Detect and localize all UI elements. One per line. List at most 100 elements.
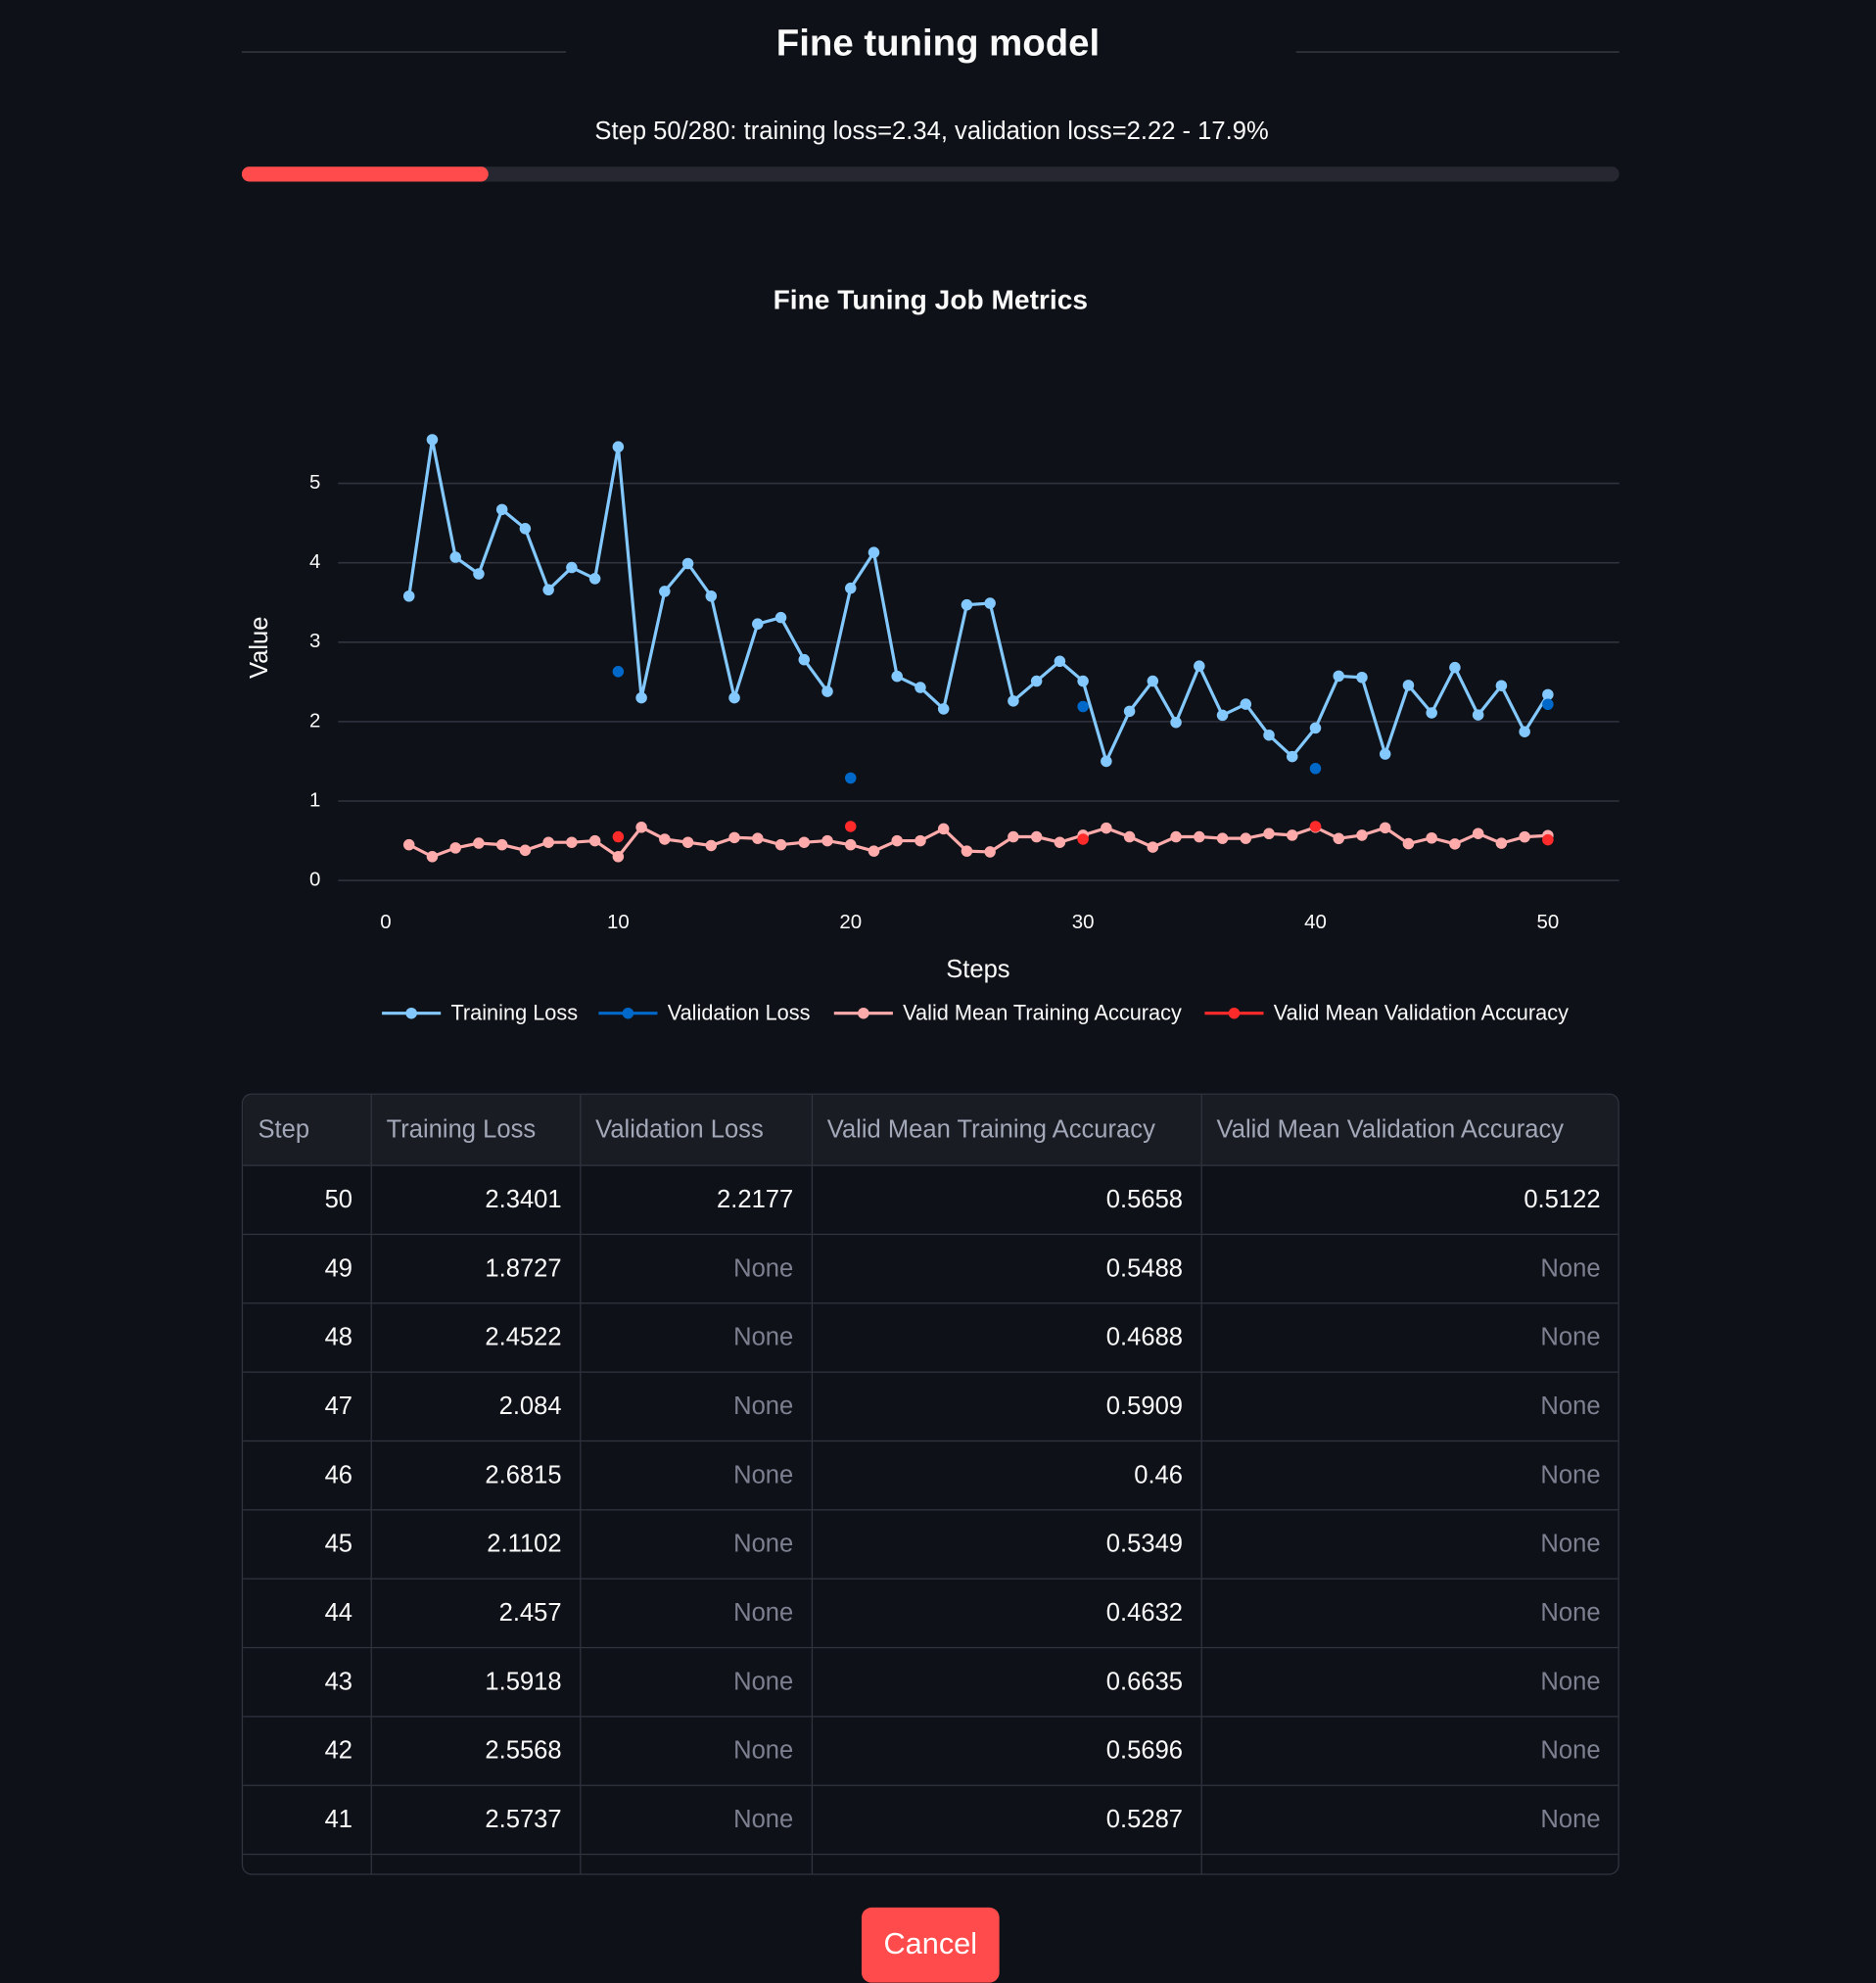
table-cell: 2.6815 [370,1440,581,1511]
series-line [407,439,1550,767]
table-cell: 46 [243,1440,372,1511]
table-row: 44 2.457 None 0.4632 None [243,1579,1618,1649]
data-point [1216,832,1229,844]
table-cell: 2.4522 [370,1302,581,1373]
table-cell: 50 [243,1165,372,1236]
table-cell: None [1200,1302,1618,1373]
data-point [449,842,461,854]
data-point [1402,680,1415,691]
legend-marker [858,1007,869,1019]
data-point [937,823,950,835]
data-point [426,434,439,446]
data-point [519,523,532,535]
data-point [1402,837,1415,850]
data-point [1054,836,1066,848]
data-point [1054,655,1066,668]
y-tick-label: 4 [309,550,320,573]
data-point [868,845,880,857]
data-point [891,834,903,847]
data-point [1263,827,1275,840]
data-point [1519,726,1530,737]
data-point [1077,675,1089,687]
data-point [542,584,554,596]
data-point [984,846,996,858]
data-point [1449,838,1461,850]
data-point [728,831,740,844]
progress-text: Step 50/280: training loss=2.34, validat… [594,118,1269,146]
data-point [402,838,415,851]
table-cell: 0.4632 [811,1579,1202,1649]
data-point [1030,830,1043,843]
table-cell: 0.5658 [811,1165,1202,1236]
data-point [542,836,554,848]
x-tick-label: 50 [1536,911,1559,933]
table-cell: 45 [243,1509,372,1580]
data-point [1077,700,1089,713]
data-point [937,703,950,715]
table-cell: 2.457 [370,1579,581,1649]
data-point [635,691,647,704]
data-point [495,838,508,851]
table-cell: None [580,1302,813,1373]
data-point [449,551,461,563]
data-point [495,503,508,516]
table-row: 48 2.4522 None 0.4688 None [243,1302,1618,1373]
table-row: 46 2.6815 None 0.46 None [243,1440,1618,1511]
x-tick-label: 40 [1304,911,1327,933]
table-cell: 1.8727 [370,1234,581,1304]
data-point [1379,748,1391,760]
data-point [844,582,857,594]
x-axis-label: Steps [946,956,1009,983]
table-cell: 48 [243,1302,372,1373]
table-cell [243,1854,372,1874]
data-point [1472,709,1484,721]
table-row: 41 2.5737 None 0.5287 None [243,1785,1618,1856]
page-title: Fine tuning model [775,23,1101,65]
table-cell: 0.6635 [811,1647,1202,1718]
data-point [752,618,764,630]
table-cell: None [580,1234,813,1304]
column-header: Valid Mean Training Accuracy [811,1094,1202,1166]
data-point [891,670,903,683]
data-point [1287,829,1298,841]
data-point [566,836,578,848]
column-header: Step [243,1094,372,1166]
data-point [1356,671,1368,684]
data-point [1495,680,1508,691]
legend-marker [405,1007,417,1019]
data-point [519,844,532,857]
y-tick-label: 2 [309,709,320,732]
data-point [1309,763,1322,775]
data-point [844,772,857,784]
table-cell: 2.3401 [370,1165,581,1236]
data-point [1194,660,1205,672]
table-row: 43 1.5918 None 0.6635 None [243,1647,1618,1718]
data-point [915,682,926,693]
column-header: Validation Loss [580,1094,813,1166]
y-tick-label: 3 [309,630,320,652]
table-cell: 0.5488 [811,1234,1202,1304]
data-point [1449,661,1461,674]
data-point [1495,837,1508,849]
data-point [1426,707,1437,719]
data-point [1519,830,1530,843]
data-point [612,666,625,678]
data-point [612,851,625,863]
table-cell: 2.1102 [370,1509,581,1580]
table: Step Training Loss Validation Loss Valid Me… [243,1094,1618,1874]
table-cell: None [1200,1440,1618,1511]
x-tick-label: 30 [1072,911,1095,933]
data-point [1379,822,1391,834]
data-point [1287,750,1298,763]
data-point [1333,832,1344,845]
table-cell: 0.5287 [811,1785,1202,1856]
table-row: 42 2.5568 None 0.5696 None [243,1716,1618,1786]
data-point [821,834,833,847]
cancel-button[interactable]: Cancel [861,1907,1000,1983]
y-tick-label: 0 [309,869,320,891]
y-tick-label: 1 [309,788,320,811]
data-point [821,685,833,697]
data-point [705,839,718,852]
table-cell: 42 [243,1716,372,1786]
